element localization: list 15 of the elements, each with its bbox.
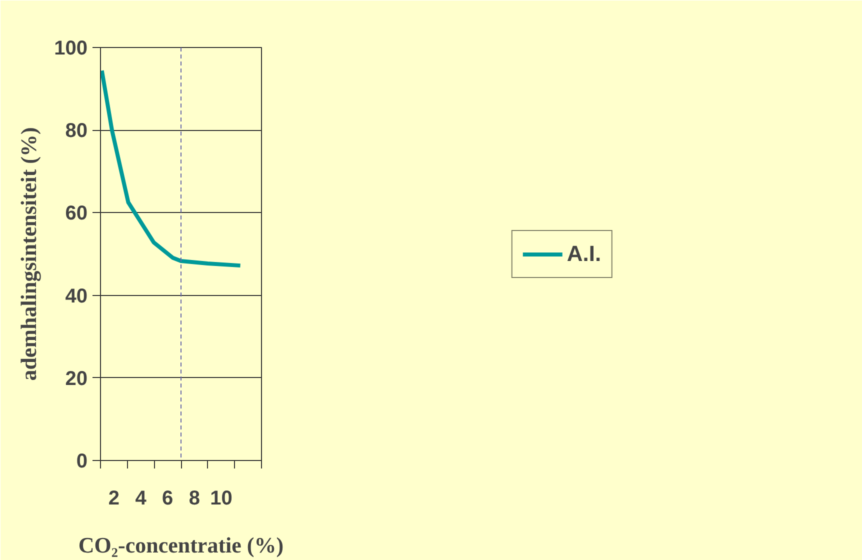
y-tick-label: 40: [65, 285, 88, 308]
y-axis-title: ademhalingsintensiteit (%): [16, 127, 42, 381]
y-tick-label: 60: [65, 202, 88, 225]
x-tick-label: 8: [188, 488, 200, 510]
line-series: [100, 68, 242, 268]
x-tick-label: 10: [210, 488, 232, 510]
x-tick-label: 6: [162, 488, 174, 510]
legend-label: A.I.: [566, 240, 602, 266]
x-tick-label: 2: [108, 488, 120, 510]
y-tick-label: 100: [54, 38, 88, 60]
y-tick-label: 80: [65, 120, 88, 142]
x-axis-title: CO₂-concentratie (%): [78, 532, 284, 558]
y-tick-label: 20: [65, 368, 88, 390]
x-tick-label: 4: [135, 488, 148, 510]
y-tick-label: 0: [76, 450, 88, 472]
